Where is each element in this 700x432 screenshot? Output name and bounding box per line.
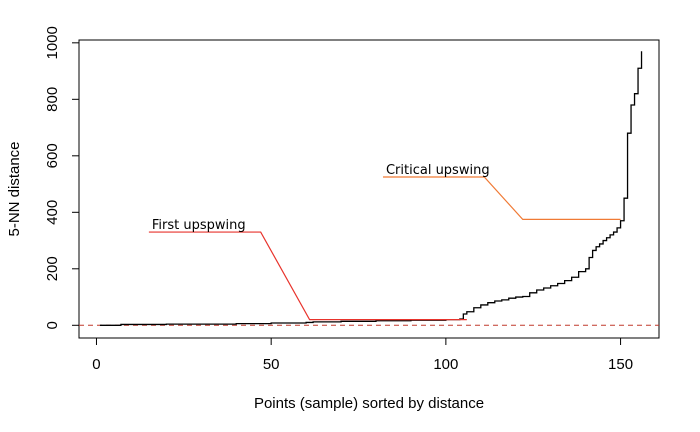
x-axis-label: Points (sample) sorted by distance — [254, 395, 484, 412]
y-axis-label: 5-NN distance — [6, 141, 23, 236]
annotation-label: First upspwing — [152, 218, 246, 233]
x-tick-label: 50 — [263, 356, 280, 373]
y-tick-label: 600 — [44, 143, 61, 168]
y-tick-label: 0 — [44, 321, 61, 329]
annotations: First upspwing Critical upswing — [148, 163, 621, 321]
x-tick-label: 0 — [92, 356, 100, 373]
plot-frame — [78, 39, 660, 339]
annotation-line — [382, 176, 621, 220]
annotation-line — [148, 231, 467, 321]
y-tick-label: 1000 — [44, 26, 61, 59]
data-series — [79, 51, 659, 326]
x-tick-label: 150 — [608, 356, 633, 373]
y-tick-label: 400 — [44, 200, 61, 225]
y-tick-label: 800 — [44, 87, 61, 112]
y-tick-label: 200 — [44, 256, 61, 281]
annotation-label: Critical upswing — [386, 163, 490, 178]
series-line — [99, 51, 643, 326]
x-tick-label: 100 — [433, 356, 458, 373]
axes: 0 50 100 150 0 200 400 600 800 1000 — [44, 26, 633, 373]
